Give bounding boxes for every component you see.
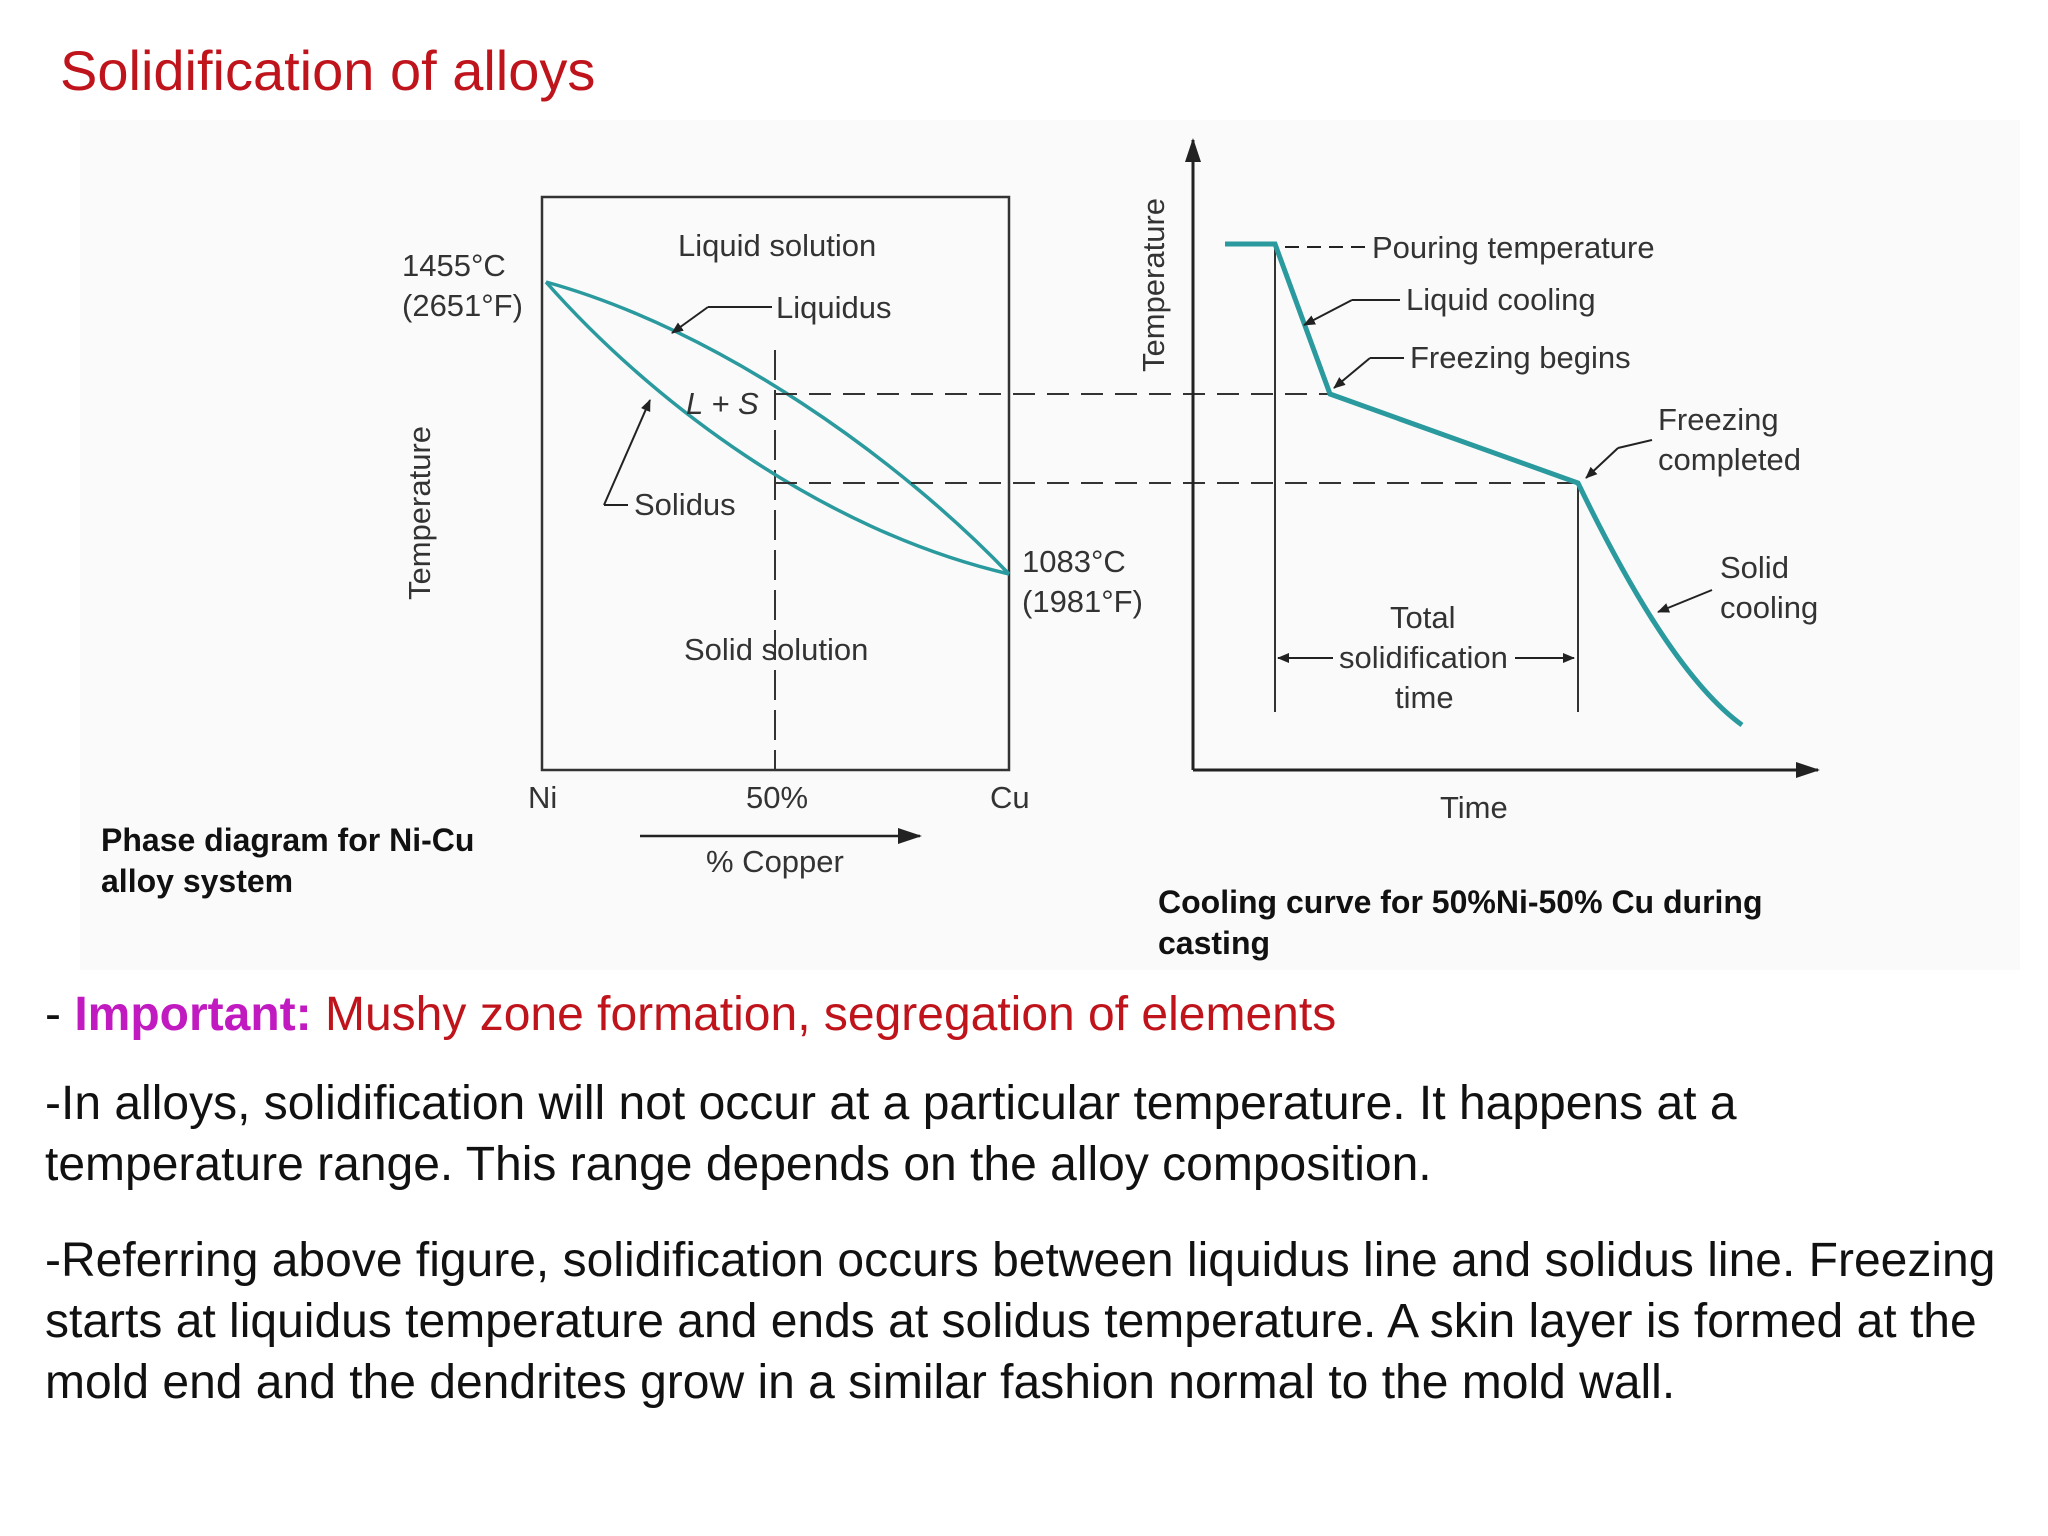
- phase-diagram-caption: Phase diagram for Ni-Cu alloy system: [101, 822, 475, 899]
- alloy-range-paragraph: -In alloys, solidification will not occu…: [45, 1077, 1737, 1191]
- liquidus-arrow: [671, 306, 709, 334]
- liquidus-label: Liquidus: [776, 290, 891, 325]
- x-label-50: 50%: [746, 780, 808, 815]
- bullet-dash: -: [45, 988, 75, 1041]
- liquid-cooling-arrow: [1303, 299, 1353, 326]
- solidus-arrow: [603, 399, 651, 506]
- copper-axis-label: % Copper: [706, 844, 844, 879]
- x-label-ni: Ni: [528, 780, 557, 815]
- important-label: Important:: [74, 988, 312, 1041]
- freezing-completed-arrow: [1585, 447, 1619, 479]
- right-temp-c: 1083°C: [1022, 544, 1126, 579]
- liquid-cooling-label: Liquid cooling: [1406, 282, 1596, 317]
- cooling-x-axis-label: Time: [1440, 790, 1508, 825]
- solid-cooling-line1: Solid: [1720, 550, 1789, 585]
- cooling-curve-caption: Cooling curve for 50%Ni-50% Cu during ca…: [1158, 884, 1763, 961]
- figure-panel: [80, 120, 2020, 970]
- freezing-completed-line2: completed: [1658, 442, 1801, 477]
- pouring-temp-label: Pouring temperature: [1372, 230, 1655, 265]
- total-time-line1: Total: [1390, 600, 1455, 635]
- solid-cooling-line2: cooling: [1720, 590, 1818, 625]
- freezing-begins-arrow: [1333, 357, 1371, 389]
- solidus-label: Solidus: [634, 487, 736, 522]
- ls-region-label: L + S: [686, 386, 759, 421]
- important-text: Mushy zone formation, segregation of ele…: [311, 988, 1337, 1041]
- top-left-temp-c: 1455°C: [402, 248, 506, 283]
- total-time-line3: time: [1395, 680, 1454, 715]
- solid-cooling-arrow: [1657, 589, 1713, 613]
- liquidus-curve: [545, 280, 1011, 576]
- solid-solution-label: Solid solution: [684, 632, 868, 667]
- cooling-y-axis-label: Temperature: [1136, 198, 1171, 372]
- right-temp-f: (1981°F): [1022, 584, 1143, 619]
- freezing-begins-label: Freezing begins: [1410, 340, 1631, 375]
- phase-y-axis-label: Temperature: [402, 426, 437, 600]
- slide-title: Solidification of alloys: [60, 39, 596, 102]
- x-label-cu: Cu: [990, 780, 1030, 815]
- top-left-temp-f: (2651°F): [402, 288, 523, 323]
- liquid-solution-label: Liquid solution: [678, 228, 876, 263]
- total-time-line2: solidification: [1339, 640, 1508, 675]
- freezing-completed-line1: Freezing: [1658, 402, 1779, 437]
- solidus-curve: [544, 280, 1010, 576]
- liquidus-solidus-paragraph: -Referring above figure, solidification …: [45, 1234, 1996, 1409]
- cooling-curve: [1225, 241, 1744, 728]
- figure-svg: 1455°C (2651°F) Liquid solution Liquidus…: [402, 138, 1820, 879]
- freezing-completed-pointer: [1617, 439, 1653, 449]
- important-paragraph: - Important: Mushy zone formation, segre…: [45, 984, 1336, 1045]
